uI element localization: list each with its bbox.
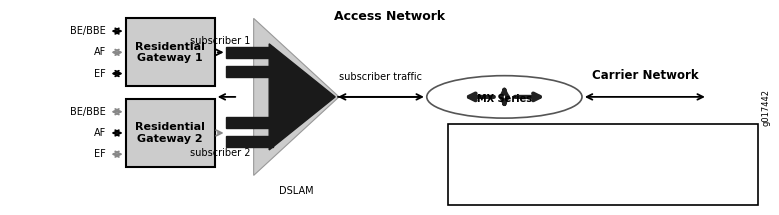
Text: MX Series: MX Series <box>477 94 532 104</box>
Text: g017442: g017442 <box>761 89 770 126</box>
Polygon shape <box>254 18 339 175</box>
Text: DSLAM: DSLAM <box>279 186 314 196</box>
Text: Residential
Gateway 1: Residential Gateway 1 <box>136 41 205 63</box>
Text: EF: EF <box>94 69 106 78</box>
Text: Best Effort / Better-than-Best Effort: Best Effort / Better-than-Best Effort <box>517 141 701 151</box>
Text: Assured Forwarding: Assured Forwarding <box>517 162 621 172</box>
Text: AF: AF <box>94 47 106 57</box>
Bar <box>448 124 758 205</box>
Text: AF: AF <box>487 162 502 172</box>
Bar <box>227 47 273 58</box>
Text: BE/BBE: BE/BBE <box>70 107 106 117</box>
Bar <box>125 18 215 86</box>
Text: Access Network: Access Network <box>334 10 445 23</box>
Bar <box>227 66 273 77</box>
Text: BE/BBE: BE/BBE <box>460 141 502 151</box>
Text: EF: EF <box>94 149 106 159</box>
Circle shape <box>427 76 582 118</box>
Bar <box>227 117 273 128</box>
Bar <box>125 99 215 167</box>
Text: Expidited Forwarding: Expidited Forwarding <box>517 183 628 193</box>
Text: Residential
Gateway 2: Residential Gateway 2 <box>136 122 205 144</box>
Bar <box>227 136 273 147</box>
Polygon shape <box>270 44 335 150</box>
Text: subscriber traffic: subscriber traffic <box>340 72 422 82</box>
Text: AF: AF <box>94 128 106 138</box>
Text: BE/BBE: BE/BBE <box>70 26 106 36</box>
Text: subscriber 2: subscriber 2 <box>190 148 251 158</box>
Text: EF: EF <box>488 183 502 193</box>
Text: subscriber 1: subscriber 1 <box>191 36 251 46</box>
Text: Carrier Network: Carrier Network <box>591 69 698 82</box>
